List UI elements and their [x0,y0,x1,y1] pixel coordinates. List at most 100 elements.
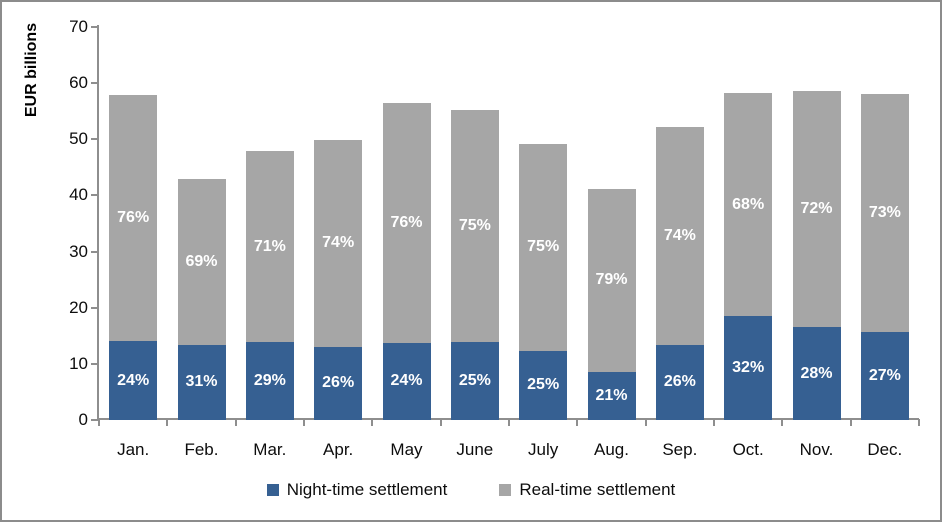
x-tick-mark [98,419,100,426]
bar-label-real: 74% [663,227,696,245]
y-tick-mark [91,26,98,28]
x-tick-mark [644,419,647,426]
legend-swatch-real-icon [499,484,512,496]
x-tick-mark [713,419,715,426]
x-category-label: June [456,440,494,459]
x-category-label: Mar. [253,440,287,459]
x-category-label: Feb. [184,440,219,459]
bar-segment-night-Dec: 27% [860,331,909,420]
bar-label-night: 24% [390,372,423,390]
y-tick-label: 50 [69,129,88,149]
x-category-label: Dec. [867,440,903,459]
y-tick-mark [91,306,98,309]
y-tick-mark [91,194,98,197]
y-tick-label: 60 [69,73,88,93]
plot-area: 24% 76% 31% 69% 29% 71% 26% 74% 24% 76% 25% 75% 25% 7… [99,27,919,420]
x-category-label: May [390,440,423,459]
x-tick-mark [371,419,374,426]
bar-label-night: 31% [185,373,218,391]
bar-label-real: 75% [458,216,491,234]
bar-segment-night-Feb: 31% [177,344,226,420]
bar-label-real: 72% [800,200,833,218]
bar-segment-night-May: 24% [382,342,431,420]
bar-label-night: 25% [458,371,491,389]
bar-label-night: 21% [595,386,628,404]
x-tick-mark [166,419,169,426]
y-tick-label: 30 [69,241,88,261]
bar-segment-night-Oct: 32% [724,316,773,420]
bar-segment-night-Nov: 28% [792,327,841,420]
y-tick-label: 70 [69,17,88,36]
y-tick-label: 10 [69,353,88,373]
y-tick-label: 0 [78,410,88,429]
bar-label-real: 76% [390,213,423,231]
x-category-label: Oct. [732,440,764,459]
bar-segment-night-Aug: 21% [587,371,636,420]
legend-swatch-night-icon [266,484,279,496]
bar-segment-real-Apr: 74% [314,139,363,347]
bar-segment-real-Nov: 72% [792,91,841,328]
x-tick-mark [508,419,510,426]
x-tick-mark [918,419,920,426]
bar-segment-night-Apr: 26% [314,347,363,420]
x-category-label: Aug. [594,440,629,459]
bar-segment-real-Feb: 69% [177,178,226,345]
y-tick-label: 20 [69,297,88,317]
bar-segment-night-July: 25% [519,350,568,420]
x-tick-mark [234,419,237,426]
bar-label-night: 29% [253,371,286,389]
x-category-label: Apr. [323,440,354,459]
bar-segment-real-Jan: 76% [109,95,158,342]
y-axis-title: EUR billions [23,22,40,118]
legend: Night-time settlement Real-time settleme… [2,480,940,500]
y-tick-label: 40 [69,185,88,205]
bar-segment-real-July: 75% [519,143,568,351]
bar-label-night: 26% [663,373,696,391]
bar-segment-real-Oct: 68% [724,93,773,317]
x-category-label: Nov. [799,440,834,459]
y-tick-mark [91,419,98,421]
x-tick-mark [303,419,305,426]
bar-label-real: 75% [527,238,560,256]
y-tick-mark [91,82,98,85]
bar-label-real: 73% [868,204,901,222]
x-tick-mark [849,419,852,426]
legend-item-night-time: Night-time settlement [266,480,448,500]
bar-segment-night-June: 25% [450,341,499,420]
legend-label-real-time: Real-time settlement [519,480,676,499]
bar-label-night: 32% [732,359,765,377]
bar-label-night: 24% [117,371,150,389]
bar-segment-real-May: 76% [382,102,431,343]
bar-segment-real-Sep: 74% [655,127,704,345]
bar-segment-night-Mar: 29% [245,341,294,420]
bar-label-night: 26% [322,374,355,392]
y-tick-mark [91,250,98,253]
bar-segment-real-Mar: 71% [245,151,294,342]
legend-item-real-time: Real-time settlement [499,480,675,500]
x-category-label: Sep. [662,440,698,459]
bar-segment-real-Dec: 73% [860,94,909,332]
bar-label-real: 74% [322,234,355,252]
bar-label-real: 76% [117,209,150,227]
x-tick-mark [781,419,784,426]
y-tick-mark [91,138,98,141]
bar-label-night: 28% [800,364,833,382]
bar-segment-night-Jan: 24% [109,341,158,420]
x-category-label: July [528,440,559,459]
bar-label-night: 25% [527,376,560,394]
bar-label-real: 79% [595,271,628,289]
bar-segment-night-Sep: 26% [655,344,704,420]
x-tick-mark [439,419,442,426]
y-tick-mark [91,362,98,365]
bar-segment-real-June: 75% [450,109,499,342]
y-axis-line [97,25,99,420]
bar-label-night: 27% [868,366,901,384]
bar-segment-real-Aug: 79% [587,189,636,372]
legend-label-night-time: Night-time settlement [286,480,448,499]
bar-label-real: 69% [185,252,218,270]
x-tick-mark [576,419,579,426]
x-category-label: Jan. [117,440,150,459]
bar-label-real: 71% [253,237,286,255]
bar-label-real: 68% [732,195,765,213]
